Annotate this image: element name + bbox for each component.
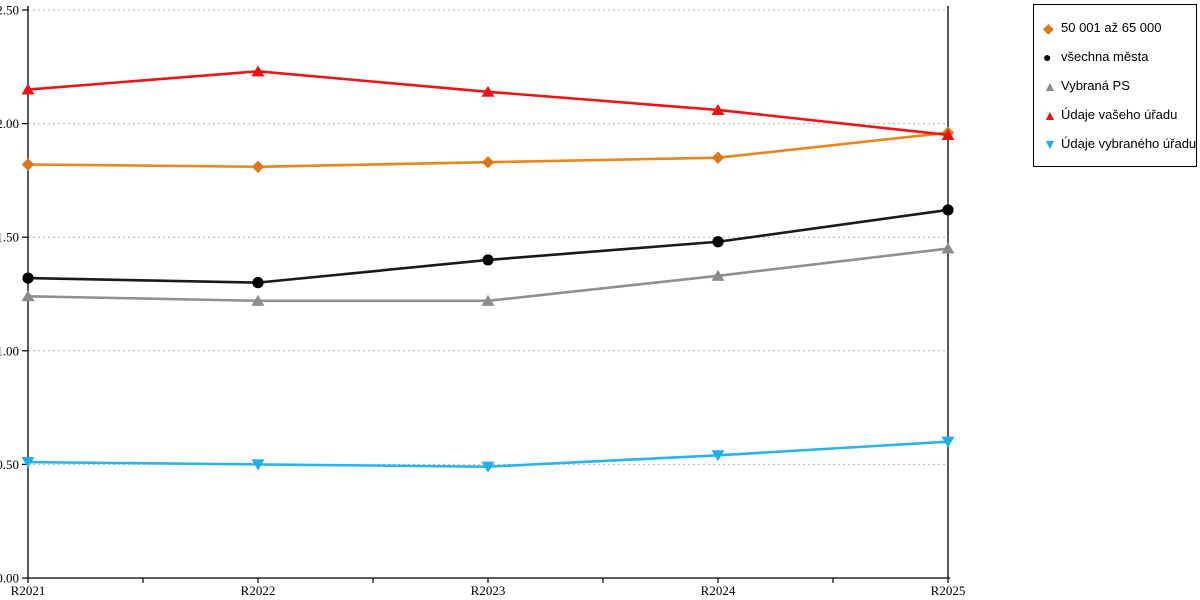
data-point-marker <box>942 204 954 216</box>
legend-item: ◆ 50 001 až 65 000 <box>1043 13 1187 42</box>
y-tick-label: 0.00 <box>0 571 19 586</box>
line-chart-plot: 0.00 0.50 1.00 1.50 2.00 2.50 R2021 R2022 R2023 R… <box>0 3 966 599</box>
data-point-marker <box>711 151 725 164</box>
legend-label: Údaje vašeho úřadu <box>1061 107 1178 122</box>
legend-item: ● všechna města <box>1043 42 1187 71</box>
data-point-marker <box>941 242 955 254</box>
data-point-marker <box>481 156 495 169</box>
x-tick-label: R2024 <box>701 583 736 598</box>
series-line-1 <box>26 208 950 284</box>
data-point-marker <box>941 436 955 448</box>
x-tick-label: R2022 <box>241 583 276 598</box>
data-point-marker <box>21 83 35 95</box>
y-tick-label: 1.00 <box>0 343 19 358</box>
data-point-marker <box>251 65 265 77</box>
data-point-marker <box>482 254 494 266</box>
data-point-marker <box>481 461 495 473</box>
triangle-up-marker-icon: ▲ <box>1043 77 1057 94</box>
data-point-marker <box>251 459 265 471</box>
legend-label: Vybraná PS <box>1061 78 1130 93</box>
data-point-marker <box>22 272 34 284</box>
diamond-marker-icon: ◆ <box>1043 19 1054 36</box>
triangle-up-marker-icon: ▲ <box>1043 106 1057 123</box>
legend-item: ▲ Údaje vašeho úřadu <box>1043 100 1187 129</box>
data-point-marker <box>712 236 724 248</box>
data-point-marker <box>711 269 725 281</box>
circle-marker-icon: ● <box>1043 48 1052 65</box>
x-tick-label: R2023 <box>471 583 506 598</box>
y-tick-label: 2.00 <box>0 116 19 131</box>
data-point-marker <box>252 277 264 289</box>
y-tick-label: 2.50 <box>0 3 19 18</box>
y-tick-label: 1.50 <box>0 230 19 245</box>
series-line-3 <box>26 70 950 137</box>
data-point-marker <box>21 457 35 469</box>
legend-label: Údaje vybraného úřadu <box>1061 136 1197 151</box>
data-point-marker <box>711 450 725 462</box>
legend-label: všechna města <box>1061 49 1149 64</box>
legend-item: ▲ Vybraná PS <box>1043 71 1187 100</box>
chart-legend: ◆ 50 001 až 65 000 ● všechna města ▲ Vyb… <box>1033 4 1197 167</box>
data-point-marker <box>21 158 35 171</box>
data-point-marker <box>251 160 265 173</box>
x-tick-label: R2025 <box>931 583 966 598</box>
data-point-marker <box>941 128 955 140</box>
x-tick-label: R2021 <box>11 583 46 598</box>
data-point-marker <box>251 294 265 306</box>
triangle-down-marker-icon: ▼ <box>1043 135 1057 152</box>
y-tick-label: 0.50 <box>0 457 19 472</box>
data-point-marker <box>711 103 725 115</box>
legend-item: ▼ Údaje vybraného úřadu <box>1043 129 1196 158</box>
legend-label: 50 001 až 65 000 <box>1061 20 1162 35</box>
data-point-marker <box>481 85 495 97</box>
data-point-marker <box>481 294 495 306</box>
data-point-marker <box>21 290 35 302</box>
